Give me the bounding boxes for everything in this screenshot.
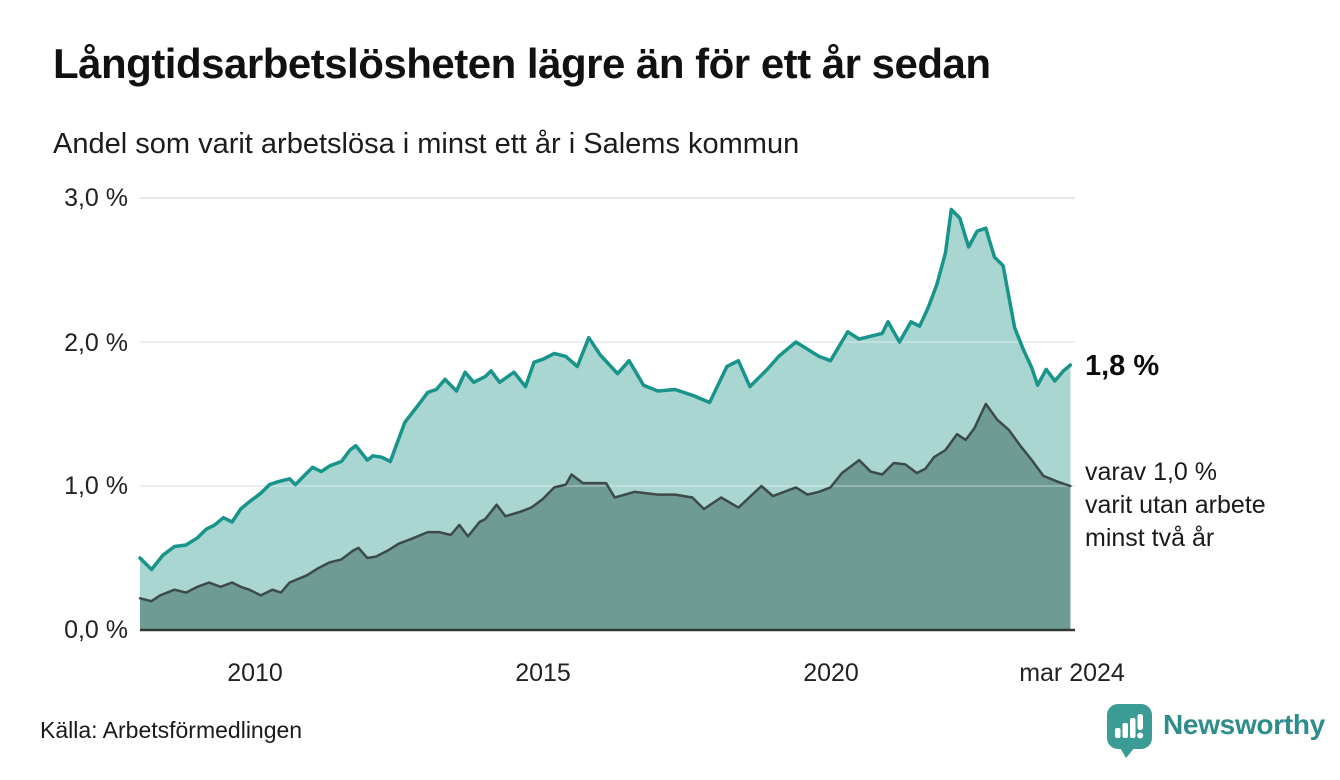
- newsworthy-logo: Newsworthy: [1106, 703, 1325, 759]
- y-axis-tick-3: 3,0 %: [64, 184, 128, 212]
- newsworthy-logo-icon: [1107, 704, 1152, 758]
- two-year-note-line-3: minst två år: [1085, 524, 1215, 552]
- two-year-note-line-2: varit utan arbete: [1085, 491, 1266, 519]
- two-year-share-note: varav 1,0 % varit utan arbete minst två …: [1085, 456, 1325, 555]
- two-year-note-line-1: varav 1,0 %: [1085, 458, 1218, 486]
- page-subtitle: Andel som varit arbetslösa i minst ett å…: [53, 128, 800, 160]
- x-axis-tick-2020: 2020: [803, 659, 859, 687]
- y-axis-tick-0: 0,0 %: [64, 616, 128, 644]
- x-axis-tick-mar-2024: mar 2024: [1019, 659, 1125, 687]
- latest-value-label: 1,8 %: [1085, 350, 1160, 382]
- y-axis-tick-1: 1,0 %: [64, 472, 128, 500]
- newsworthy-logo-text: Newsworthy: [1163, 709, 1325, 740]
- x-axis-tick-2015: 2015: [515, 659, 571, 687]
- page-title: Långtidsarbetslösheten lägre än för ett …: [53, 40, 991, 87]
- x-axis-tick-2010: 2010: [227, 659, 283, 687]
- y-axis-tick-2: 2,0 %: [64, 329, 128, 357]
- source-text: Källa: Arbetsförmedlingen: [40, 717, 303, 743]
